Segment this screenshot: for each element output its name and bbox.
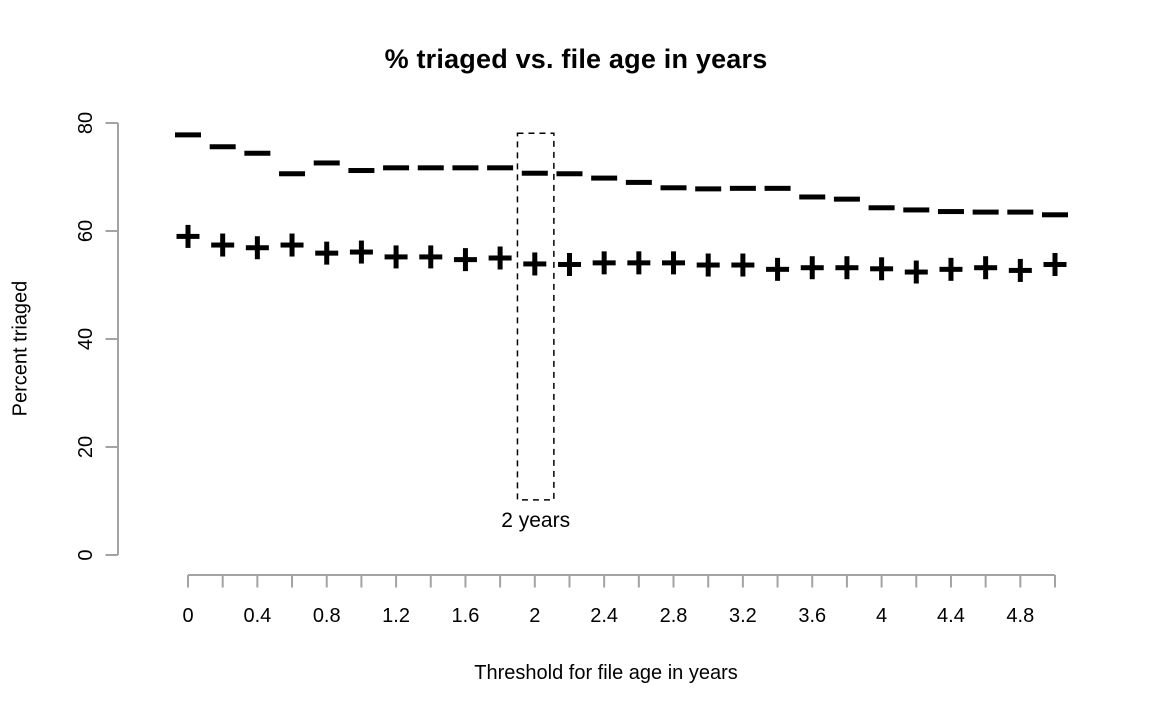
- dash-marker: [729, 185, 756, 191]
- plus-marker: [879, 257, 885, 281]
- plus-marker: [393, 245, 399, 269]
- dash-marker: [279, 171, 306, 177]
- dash-marker: [591, 175, 618, 181]
- dash-marker: [348, 168, 375, 174]
- plus-marker: [324, 241, 330, 265]
- dash-marker: [903, 207, 930, 213]
- dash-marker: [799, 194, 826, 200]
- dash-marker: [868, 205, 895, 211]
- plus-marker: [1017, 258, 1023, 282]
- x-tick-label: 0.4: [243, 605, 271, 627]
- dash-marker: [452, 165, 479, 171]
- plus-marker: [671, 251, 677, 275]
- y-tick-label: 80: [75, 112, 97, 134]
- plus-marker: [220, 233, 226, 257]
- dash-marker: [383, 165, 410, 171]
- plus-marker: [462, 248, 468, 272]
- plus-marker: [185, 224, 191, 248]
- y-tick-label: 0: [75, 549, 97, 560]
- x-tick-label: 2.8: [660, 605, 688, 627]
- plus-marker: [948, 257, 954, 281]
- x-tick-label: 4.4: [937, 605, 965, 627]
- plus-marker: [636, 251, 642, 275]
- plus-marker: [775, 257, 781, 281]
- plus-marker: [809, 256, 815, 280]
- plus-marker: [844, 256, 850, 280]
- plus-marker: [601, 251, 607, 275]
- plus-marker: [566, 252, 572, 276]
- dash-marker: [209, 144, 236, 150]
- plus-marker: [358, 240, 364, 264]
- plus-marker: [1052, 252, 1058, 276]
- chart-title: % triaged vs. file age in years: [384, 44, 768, 74]
- x-tick-label: 4: [876, 605, 887, 627]
- dash-marker: [1042, 212, 1068, 218]
- dash-marker: [695, 186, 722, 192]
- dash-marker: [625, 179, 652, 185]
- dash-marker: [313, 160, 340, 166]
- dash-marker: [972, 209, 999, 215]
- dash-marker: [244, 150, 271, 156]
- plus-marker: [254, 236, 260, 260]
- plus-marker: [983, 256, 989, 280]
- x-tick-label: 0.8: [313, 605, 341, 627]
- plus-marker: [913, 260, 919, 284]
- x-tick-label: 1.2: [382, 605, 410, 627]
- x-tick-label: 2.4: [590, 605, 618, 627]
- y-tick-label: 20: [75, 436, 97, 458]
- dash-marker: [833, 196, 860, 202]
- threshold-label: 2 years: [501, 509, 570, 532]
- plus-marker: [740, 253, 746, 277]
- dash-marker: [521, 170, 548, 176]
- x-tick-label: 4.8: [1006, 605, 1034, 627]
- x-tick-label: 1.6: [452, 605, 480, 627]
- y-tick-label: 60: [75, 220, 97, 242]
- x-axis-label: Threshold for file age in years: [474, 662, 738, 684]
- plus-marker: [497, 246, 503, 270]
- plus-marker: [705, 253, 711, 277]
- dash-marker: [175, 132, 201, 138]
- y-tick-label: 40: [75, 328, 97, 350]
- dash-marker: [1007, 209, 1034, 215]
- x-tick-label: 0: [182, 605, 193, 627]
- x-tick-label: 2: [529, 605, 540, 627]
- dash-marker: [937, 209, 964, 215]
- dash-marker: [556, 171, 583, 177]
- x-tick-label: 3.6: [798, 605, 826, 627]
- plus-marker: [428, 245, 434, 269]
- x-tick-label: 3.2: [729, 605, 757, 627]
- threshold-rect: [516, 132, 555, 501]
- plus-marker: [532, 252, 538, 276]
- dash-marker: [487, 165, 514, 171]
- dash-marker: [660, 185, 687, 191]
- dash-marker: [764, 185, 791, 191]
- dash-marker: [417, 165, 444, 171]
- plus-marker: [289, 233, 295, 257]
